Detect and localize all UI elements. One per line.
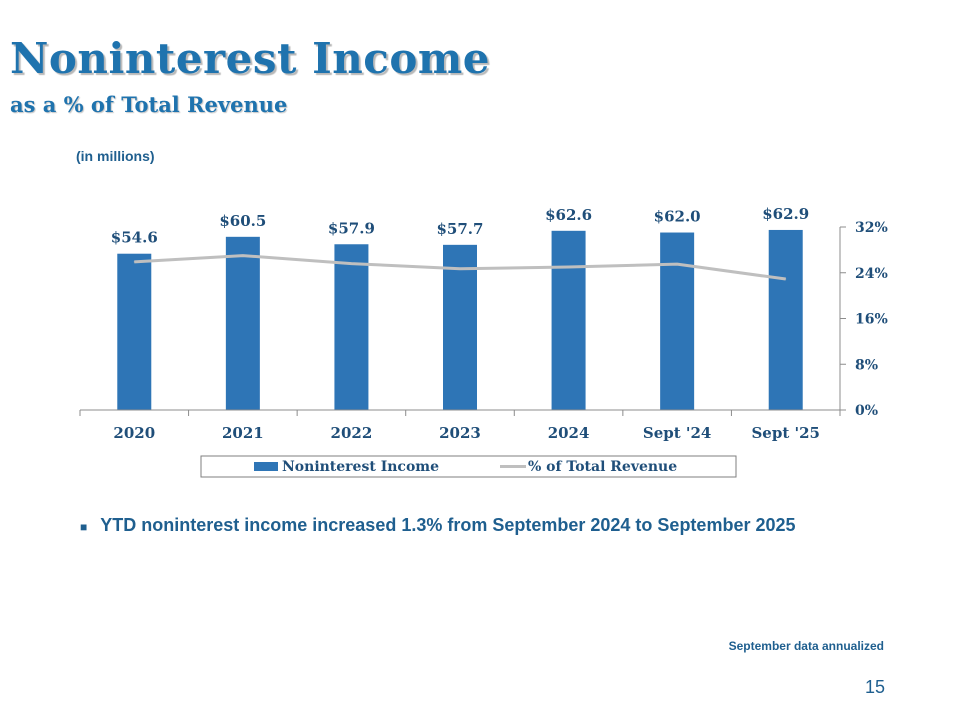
y-tick-label-right: 0%: [855, 403, 878, 419]
percent-point-5: [676, 263, 678, 265]
x-tick-label: 2021: [222, 424, 264, 442]
bar-6: [768, 229, 803, 410]
percent-point-6: [785, 278, 787, 280]
percent-point-0: [133, 261, 135, 263]
slide-title: Noninterest Income: [10, 34, 491, 83]
percent-point-4: [568, 266, 570, 268]
percent-point-1: [242, 255, 244, 257]
bar-0: [117, 253, 152, 410]
bar-value-label: $62.0: [654, 208, 701, 226]
summary-bullet: ■ YTD noninterest income increased 1.3% …: [80, 514, 886, 540]
bar-2: [334, 244, 369, 410]
percent-point-3: [459, 268, 461, 270]
legend-label-line: % of Total Revenue: [528, 459, 677, 475]
bullet-square-icon: ■: [80, 520, 88, 534]
x-tick-label: Sept '25: [751, 424, 819, 442]
bar-value-label: $62.6: [545, 206, 592, 224]
combo-chart: $54.6 $60.5 $57.9 $57.7 $62.6 $62.0 $62.9 2020 2…: [79, 205, 888, 478]
bar-3: [443, 244, 477, 410]
x-tick-label: Sept '24: [643, 424, 711, 442]
chart-legend: Noninterest Income % of Total Revenue: [200, 455, 737, 478]
legend-label-bars: Noninterest Income: [282, 459, 439, 475]
bar-value-label: $62.9: [762, 205, 809, 223]
page-number: 15: [864, 677, 885, 697]
bar-value-label: $57.9: [328, 219, 375, 237]
bar-value-label: $60.5: [219, 212, 266, 230]
footnote: September data annualized: [728, 639, 884, 653]
y-tick-label-right: 32%: [855, 220, 888, 236]
x-tick-label: 2024: [548, 424, 590, 442]
legend-bar-swatch: [254, 462, 278, 471]
x-tick-label: 2020: [113, 424, 155, 442]
bar-value-label: $57.7: [437, 220, 484, 238]
line-layer: [133, 254, 787, 281]
bar-1: [225, 236, 260, 410]
units-note: (in millions): [76, 148, 155, 164]
labels-layer: $54.6 $60.5 $57.9 $57.7 $62.6 $62.0 $62.9 2020 2…: [111, 205, 888, 442]
axis-layer: [79, 226, 846, 416]
y-tick-label-right: 24%: [855, 266, 888, 282]
bullet-text: YTD noninterest income increased 1.3% fr…: [100, 515, 796, 535]
x-tick-label: 2023: [439, 424, 481, 442]
percent-point-2: [350, 263, 352, 265]
bar-4: [551, 230, 586, 410]
y-tick-label-right: 16%: [855, 312, 888, 328]
y-tick-label-right: 8%: [855, 357, 878, 373]
legend-box: [200, 455, 737, 478]
bar-value-label: $54.6: [111, 229, 158, 247]
bars-layer: [117, 229, 803, 410]
bar-5: [660, 232, 695, 410]
slide-subtitle: as a % of Total Revenue: [10, 92, 288, 117]
x-tick-label: 2022: [331, 424, 373, 442]
